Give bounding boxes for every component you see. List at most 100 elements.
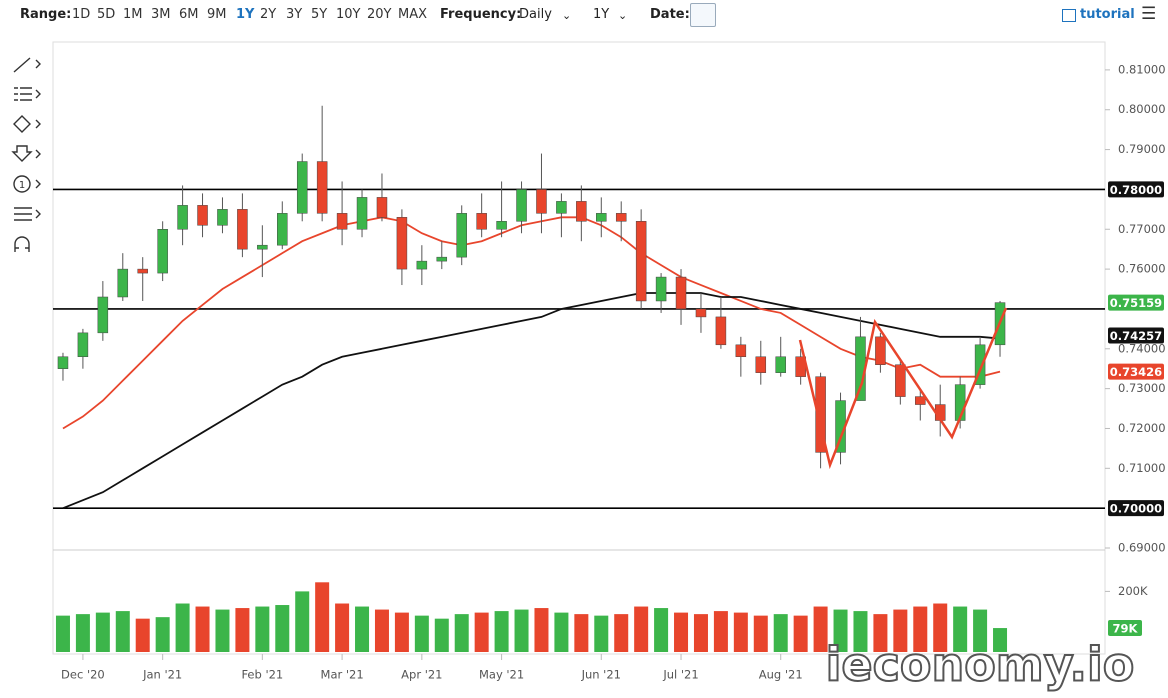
candle-body	[97, 296, 109, 334]
range-button[interactable]: 5D	[97, 7, 116, 22]
volume-bar	[275, 605, 290, 652]
candle-body	[775, 356, 786, 373]
volume-bar	[833, 609, 848, 652]
tutorial-link[interactable]: tutorial	[1080, 7, 1135, 22]
candle-body	[77, 332, 89, 358]
range-button[interactable]: 6M	[179, 7, 199, 22]
range-button[interactable]: 1Y	[236, 7, 255, 22]
x-tick-label: Jun '21	[581, 668, 621, 682]
volume-bar	[674, 612, 689, 652]
x-tick-label: Feb '21	[241, 668, 283, 682]
date-picker[interactable]	[690, 3, 716, 27]
x-tick-label: May '21	[479, 668, 524, 682]
volume-bar	[973, 609, 988, 652]
date-label: Date:	[650, 7, 690, 22]
candle-body	[217, 209, 228, 226]
range-button[interactable]: 9M	[207, 7, 227, 22]
volume-bar	[474, 612, 489, 652]
y-tick-label: 0.81000	[1118, 62, 1166, 76]
candle-body	[615, 213, 627, 222]
tool-line[interactable]	[13, 57, 41, 73]
y-tick-label: 0.79000	[1118, 142, 1166, 156]
candle-body	[974, 344, 986, 385]
volume-bar	[554, 612, 569, 652]
candle-body	[356, 197, 368, 230]
range-button[interactable]: 1M	[123, 7, 143, 22]
candle-body	[476, 213, 487, 230]
volume-bar	[115, 611, 130, 652]
volume-bar	[454, 614, 469, 652]
tool-fib[interactable]	[14, 87, 41, 101]
candle-body	[496, 221, 507, 230]
price-label-box	[1108, 181, 1164, 198]
chevron: ⌄	[618, 9, 628, 22]
range-button[interactable]: 2Y	[260, 7, 277, 22]
volume-bar	[614, 614, 629, 652]
candle-body	[277, 213, 288, 246]
volume-label: 79K	[1113, 622, 1139, 636]
tool-arrow[interactable]	[11, 145, 41, 162]
y-tick-label: 0.77000	[1118, 222, 1166, 236]
volume-bar	[733, 612, 748, 652]
candle-body	[675, 276, 687, 310]
pattern-annotation	[798, 307, 1008, 470]
watermark: ieconomy.io	[826, 638, 1135, 692]
candle-body	[396, 217, 408, 270]
tool-magnet[interactable]	[14, 236, 30, 252]
candle-body	[596, 213, 607, 222]
tool-number[interactable]	[13, 175, 31, 193]
frequency-select[interactable]: Daily	[519, 7, 552, 22]
candle-body	[576, 201, 587, 222]
volume-bar	[315, 582, 330, 652]
volume-bar	[75, 614, 90, 652]
candle-body	[257, 244, 268, 250]
menu-icon[interactable]: ☰	[1141, 4, 1157, 24]
range-button[interactable]: 5Y	[311, 7, 328, 22]
candle-body	[755, 356, 767, 373]
candle-body	[137, 268, 148, 274]
volume-bar	[634, 606, 649, 652]
range-button[interactable]: 3M	[151, 7, 171, 22]
candle-body	[177, 205, 188, 230]
y-tick-label: 0.73000	[1118, 381, 1166, 395]
volume-bar	[793, 615, 808, 652]
y-tick-label: 0.76000	[1118, 262, 1166, 276]
candle-body	[715, 316, 727, 346]
range-button[interactable]: 20Y	[367, 7, 392, 22]
volume-bar	[374, 609, 389, 652]
range-button[interactable]: 1D	[72, 7, 91, 22]
chevron: ⌄	[562, 9, 572, 22]
range-button[interactable]: 3Y	[286, 7, 303, 22]
volume-bar	[594, 615, 609, 652]
candle-body	[296, 161, 308, 214]
candle-body	[536, 189, 547, 214]
y-tick-label: 0.69000	[1118, 541, 1166, 555]
volume-bar	[175, 603, 190, 652]
volume-bar	[654, 608, 669, 652]
volume-bar	[713, 611, 728, 652]
volume-bar	[414, 615, 429, 652]
x-tick-label: Dec '20	[61, 668, 105, 682]
volume-bar	[355, 606, 370, 652]
volume-bar	[215, 609, 230, 652]
tool-shape[interactable]	[13, 115, 41, 133]
period-select[interactable]: 1Y	[593, 7, 610, 22]
range-button[interactable]: 10Y	[336, 7, 361, 22]
tool-icons	[11, 57, 41, 252]
tool-settings[interactable]	[14, 179, 41, 221]
candle-body	[197, 205, 208, 226]
volume-bar	[494, 611, 509, 652]
moving-average	[62, 216, 1001, 430]
candle-body	[157, 229, 168, 274]
candle-body	[655, 276, 667, 302]
frequency-label: Frequency:	[440, 7, 522, 22]
candle-body	[117, 268, 129, 298]
y-tick-label: 0.72000	[1118, 421, 1166, 435]
volume-bar	[95, 612, 110, 652]
range-button[interactable]: MAX	[398, 7, 428, 22]
volume-bar	[434, 618, 449, 652]
price-label: 0.70000	[1110, 502, 1162, 516]
candle-body	[57, 356, 69, 369]
x-tick-label: Apr '21	[401, 668, 442, 682]
tutorial-icon	[1062, 9, 1076, 22]
